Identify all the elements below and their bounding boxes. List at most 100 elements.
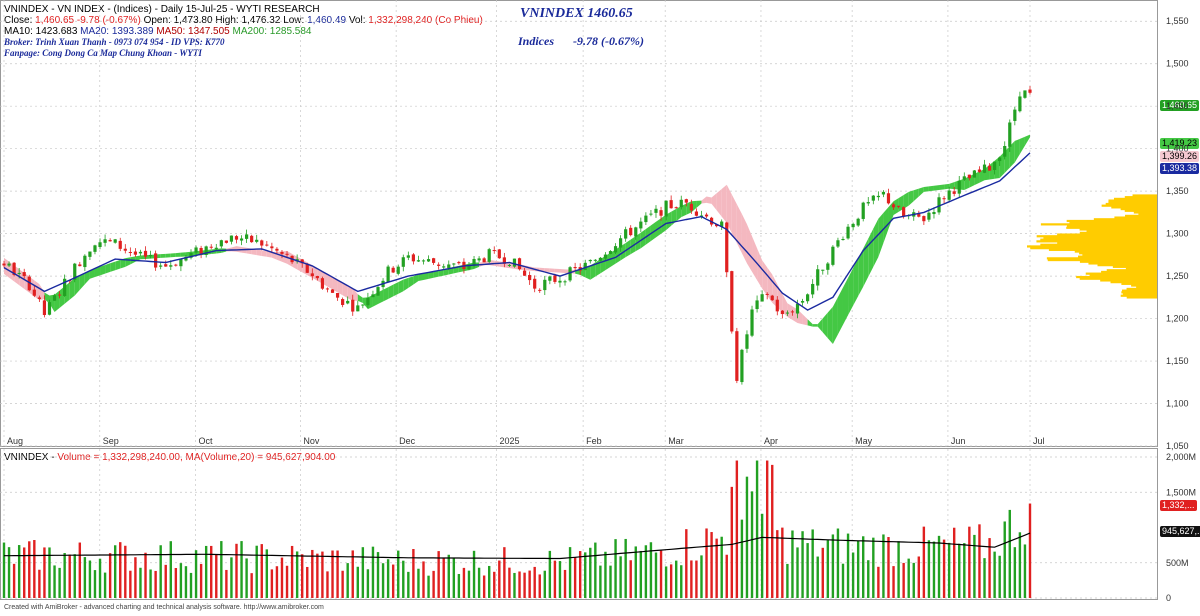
volume-profile-bar xyxy=(1100,279,1157,282)
candle-body xyxy=(138,251,143,254)
volume-profile-bar xyxy=(1126,296,1157,299)
volume-profile-bar xyxy=(1105,202,1157,206)
volume-bar xyxy=(523,572,526,598)
volume-bar xyxy=(270,569,274,598)
candle-body xyxy=(351,299,355,312)
ribbon-segment xyxy=(736,204,742,254)
candle-body xyxy=(624,229,628,239)
volume-bar xyxy=(285,565,289,598)
ribbon-segment xyxy=(175,252,181,257)
open-value: 1,473.80 xyxy=(173,15,213,26)
volume-bar xyxy=(169,541,172,598)
candle-body xyxy=(583,262,587,270)
ma50-label: MA50: 1347.505 xyxy=(156,26,230,37)
volume-bar xyxy=(336,550,339,598)
candle-body xyxy=(649,213,653,215)
grid xyxy=(0,0,1157,599)
volume-bar xyxy=(452,558,456,598)
volume-bar xyxy=(664,566,668,598)
candle-body xyxy=(548,276,552,281)
volume-bar xyxy=(210,545,213,598)
candle-body xyxy=(654,208,658,213)
ribbon-segment xyxy=(423,272,429,280)
volume-bar xyxy=(543,570,546,598)
candle-body xyxy=(113,239,117,243)
price-panel-frame xyxy=(0,0,1158,447)
volume-bar xyxy=(412,549,415,598)
volume-bar xyxy=(750,491,754,598)
volume-bar xyxy=(1003,521,1006,598)
candle-body xyxy=(725,222,729,273)
candle-body xyxy=(750,309,754,336)
volume-bar xyxy=(851,552,855,598)
volume-bar xyxy=(316,553,319,598)
volume-tick-label: 0 xyxy=(1166,593,1171,603)
price-tick-label: 1,550 xyxy=(1166,16,1189,26)
candle-body xyxy=(432,258,436,263)
volume-bar xyxy=(346,563,349,598)
ribbon-segment xyxy=(918,187,924,197)
ma10-label: MA10: 1423.683 xyxy=(4,26,78,37)
candle-body xyxy=(234,236,239,240)
volume-header: VNINDEX - Volume = 1,332,298,240.00, MA(… xyxy=(4,452,335,463)
candle-body xyxy=(376,287,380,296)
candle-body xyxy=(770,295,774,301)
ribbon-segment xyxy=(706,196,712,204)
volume-bar xyxy=(826,540,830,598)
candle-body xyxy=(886,193,891,204)
volume-bar xyxy=(83,557,87,598)
low-label: Low: xyxy=(283,15,305,26)
volume-profile-bar xyxy=(1121,282,1157,285)
volume-profile-bar xyxy=(1110,281,1157,284)
candle-body xyxy=(659,210,663,216)
volume-profile-bar xyxy=(1086,230,1157,233)
volume-bar xyxy=(599,565,602,598)
ribbon-segment xyxy=(428,271,434,279)
candle-body xyxy=(876,195,880,198)
volume-bar xyxy=(462,567,466,598)
candle-body xyxy=(896,205,901,207)
month-tick-label: Jul xyxy=(1033,436,1045,446)
candle-body xyxy=(12,262,16,275)
candle-body xyxy=(603,254,608,259)
candle-body xyxy=(260,240,264,246)
volume-profile-bar xyxy=(1066,226,1157,229)
month-tick-label: Oct xyxy=(199,436,214,446)
candle-body xyxy=(922,216,926,222)
volume-bar xyxy=(28,541,31,598)
candle-body xyxy=(477,258,481,261)
volume-bar xyxy=(614,539,617,598)
candle-body xyxy=(502,257,506,264)
ribbon-segment xyxy=(812,324,818,327)
candle-body xyxy=(426,259,431,262)
candle-body xyxy=(361,304,365,306)
ribbon-segment xyxy=(1014,138,1020,163)
candle-body xyxy=(1003,145,1007,157)
ribbon-segment xyxy=(1009,140,1015,168)
volume-bar xyxy=(867,560,870,598)
volume-bar xyxy=(98,558,102,598)
volume-bars xyxy=(2,460,1032,598)
volume-bar xyxy=(760,513,764,598)
candle-body xyxy=(993,161,997,170)
candle-body xyxy=(224,240,228,243)
ribbon-segment xyxy=(408,276,414,288)
volume-bar xyxy=(23,547,26,598)
candle-body xyxy=(341,299,345,305)
volume-bar xyxy=(776,530,779,598)
candle-body xyxy=(83,255,87,268)
volume-bar xyxy=(796,547,799,598)
volume-bar xyxy=(669,564,673,598)
candle-body xyxy=(164,264,168,267)
candle-body xyxy=(133,251,138,255)
candle-body xyxy=(629,227,633,236)
ribbon-segment xyxy=(84,270,90,285)
candle-body xyxy=(917,213,921,217)
volume-bar xyxy=(690,560,693,598)
candle-body xyxy=(942,198,946,200)
broker-text: Broker: Trinh Xuan Thanh - 0973 074 954 … xyxy=(4,37,225,47)
volume-bar xyxy=(589,547,592,598)
volume-bar xyxy=(295,551,299,598)
candle-body xyxy=(396,266,400,274)
ma200-label: MA200: 1285.584 xyxy=(232,26,312,37)
